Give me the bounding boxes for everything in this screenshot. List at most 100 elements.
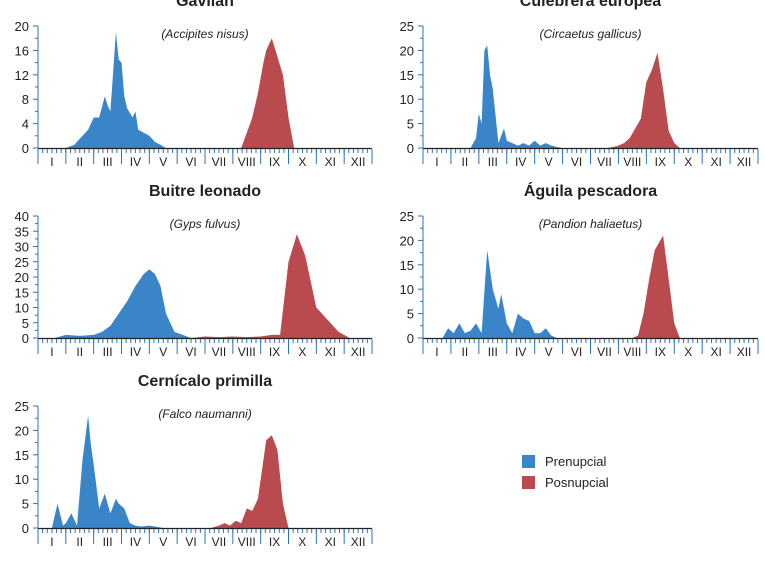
y-tick-label: 15 xyxy=(15,448,29,463)
x-month-label: II xyxy=(76,155,83,169)
chart-subtitle: (Falco naumanni) xyxy=(158,407,251,421)
x-month-label: IV xyxy=(515,345,526,359)
y-tick-label: 20 xyxy=(400,43,414,58)
legend-label-prenupcial: Prenupcial xyxy=(545,454,607,469)
x-month-label: IV xyxy=(130,155,141,169)
y-tick-label: 15 xyxy=(15,285,29,300)
y-tick-label: 0 xyxy=(407,141,414,156)
x-month-label: VIII xyxy=(623,345,641,359)
x-month-label: I xyxy=(50,345,53,359)
area-posnupcial xyxy=(632,235,680,338)
x-month-label: X xyxy=(684,345,692,359)
x-month-label: VI xyxy=(571,155,582,169)
x-month-label: VII xyxy=(597,155,612,169)
x-month-label: VI xyxy=(185,345,196,359)
x-month-label: I xyxy=(50,155,53,169)
x-month-label: II xyxy=(76,345,83,359)
area-prenupcial xyxy=(470,45,563,148)
x-month-label: III xyxy=(488,155,498,169)
x-month-label: VII xyxy=(212,535,227,549)
x-month-label: IX xyxy=(269,155,280,169)
y-tick-label: 25 xyxy=(15,399,29,414)
y-tick-label: 20 xyxy=(15,19,29,34)
x-month-label: V xyxy=(159,155,167,169)
x-month-label: XI xyxy=(710,345,721,359)
x-month-label: XI xyxy=(325,345,336,359)
y-tick-label: 5 xyxy=(22,316,29,331)
y-tick-label: 0 xyxy=(407,331,414,346)
legend-label-posnupcial: Posnupcial xyxy=(545,475,609,490)
x-month-label: VI xyxy=(571,345,582,359)
x-month-label: III xyxy=(103,345,113,359)
x-month-label: XI xyxy=(710,155,721,169)
x-month-label: XII xyxy=(737,155,752,169)
chart-title: Águila pescadora xyxy=(524,181,657,200)
area-posnupcial xyxy=(191,234,350,338)
y-tick-label: 5 xyxy=(407,307,414,322)
x-month-label: III xyxy=(103,155,113,169)
chart-subtitle: (Gyps fulvus) xyxy=(170,217,241,231)
x-month-label: V xyxy=(159,535,167,549)
chart-subtitle: (Accipites nisus) xyxy=(161,27,248,41)
x-month-label: V xyxy=(545,345,553,359)
chart-title: Buitre leonado xyxy=(149,183,261,200)
x-month-label: I xyxy=(50,535,53,549)
y-tick-label: 25 xyxy=(400,19,414,34)
x-month-label: IV xyxy=(515,155,526,169)
legend-swatch-prenupcial xyxy=(522,455,535,468)
area-prenupcial xyxy=(54,269,192,338)
x-month-label: II xyxy=(76,535,83,549)
x-month-label: X xyxy=(298,345,306,359)
x-month-label: VI xyxy=(185,155,196,169)
x-month-label: IX xyxy=(655,345,666,359)
y-tick-label: 0 xyxy=(22,521,29,536)
x-month-label: II xyxy=(462,345,469,359)
y-tick-label: 10 xyxy=(15,301,29,316)
x-month-label: XI xyxy=(325,155,336,169)
y-tick-label: 20 xyxy=(400,233,414,248)
x-month-label: VIII xyxy=(623,155,641,169)
area-posnupcial xyxy=(607,52,680,148)
area-prenupcial xyxy=(442,250,557,338)
area-prenupcial xyxy=(65,32,166,148)
y-tick-label: 0 xyxy=(22,141,29,156)
x-month-label: VII xyxy=(212,345,227,359)
x-month-label: XII xyxy=(351,345,366,359)
y-tick-label: 5 xyxy=(22,497,29,512)
x-month-label: VI xyxy=(185,535,196,549)
chart-subtitle: (Circaetus gallicus) xyxy=(539,27,641,41)
x-month-label: I xyxy=(435,345,438,359)
x-month-label: XI xyxy=(325,535,336,549)
x-month-label: VIII xyxy=(238,345,256,359)
x-month-label: IX xyxy=(655,155,666,169)
x-month-label: VIII xyxy=(238,535,256,549)
y-tick-label: 20 xyxy=(15,423,29,438)
area-prenupcial xyxy=(51,415,164,528)
x-month-label: V xyxy=(545,155,553,169)
x-month-label: VIII xyxy=(238,155,256,169)
x-month-label: XII xyxy=(351,535,366,549)
chart-title: Gavilán xyxy=(176,0,234,10)
y-tick-label: 40 xyxy=(15,209,29,224)
area-posnupcial xyxy=(210,435,289,528)
x-month-label: XII xyxy=(737,345,752,359)
x-month-label: VII xyxy=(212,155,227,169)
y-tick-label: 10 xyxy=(400,282,414,297)
x-month-label: III xyxy=(488,345,498,359)
y-tick-label: 15 xyxy=(400,68,414,83)
x-month-label: III xyxy=(103,535,113,549)
x-month-label: I xyxy=(435,155,438,169)
y-tick-label: 20 xyxy=(15,270,29,285)
y-tick-label: 16 xyxy=(15,43,29,58)
legend-item-prenupcial: Prenupcial xyxy=(522,451,609,472)
x-month-label: V xyxy=(159,345,167,359)
x-month-label: X xyxy=(298,155,306,169)
area-posnupcial xyxy=(241,38,295,149)
x-month-label: X xyxy=(684,155,692,169)
y-tick-label: 4 xyxy=(22,117,29,132)
x-month-label: II xyxy=(462,155,469,169)
y-tick-label: 25 xyxy=(15,255,29,270)
chart-title: Culebrera europea xyxy=(520,0,661,10)
y-tick-label: 15 xyxy=(400,258,414,273)
